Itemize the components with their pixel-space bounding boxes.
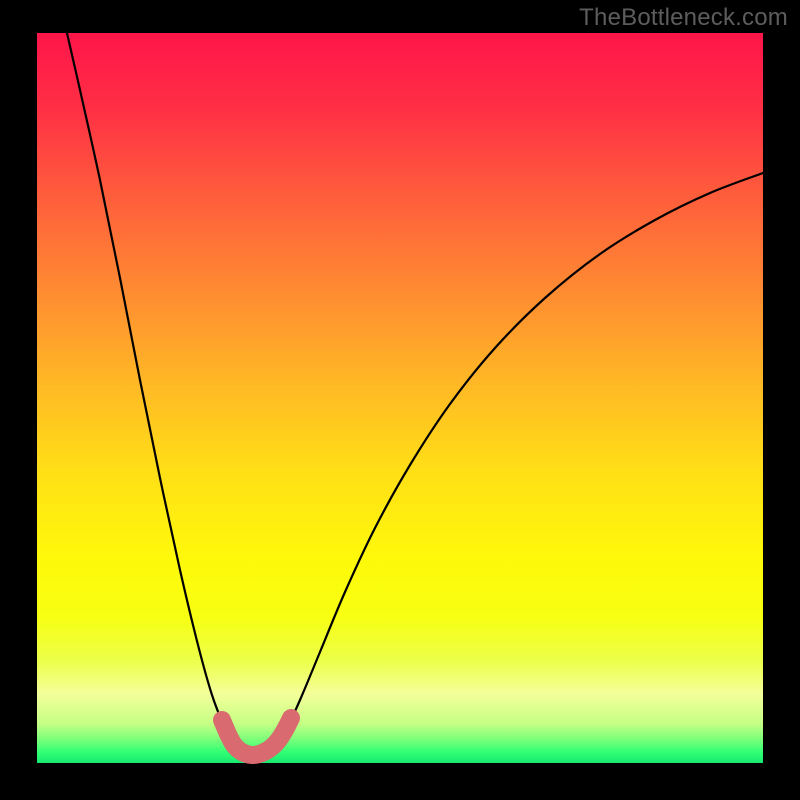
plot-area — [37, 33, 763, 763]
bottleneck-chart-svg — [0, 0, 800, 800]
watermark-text: TheBottleneck.com — [579, 4, 788, 32]
chart-canvas: TheBottleneck.com — [0, 0, 800, 800]
